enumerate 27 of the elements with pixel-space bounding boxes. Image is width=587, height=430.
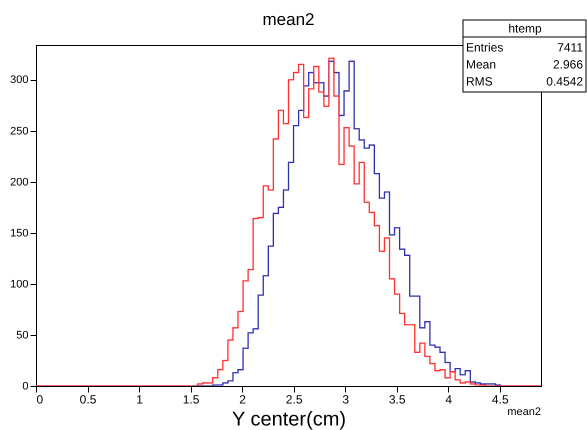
x-tick-label: 3 <box>342 392 350 406</box>
y-tick-label: 250 <box>10 125 28 138</box>
annotation: Entries <box>466 40 504 54</box>
y-tick-label: 0 <box>22 380 28 392</box>
text: mean2 <box>507 406 541 418</box>
y-tick-label: 100 <box>10 278 28 290</box>
x-tick-label: 2.5 <box>286 392 303 406</box>
y-tick-label: 300 <box>10 74 28 86</box>
x-tick-label: 0.5 <box>80 392 97 406</box>
y-tick-label: 50 <box>16 329 28 342</box>
text: htemp <box>508 22 542 36</box>
text: 7411 <box>557 40 584 54</box>
x-tick-label: 4 <box>445 392 452 406</box>
x-tick-label: 2 <box>239 392 246 406</box>
x-tick-label: 0 <box>36 392 44 406</box>
x-tick-label: 1 <box>136 392 144 406</box>
chart-title: mean2 <box>262 10 314 29</box>
x-axis-title: Y center(cm) <box>232 408 346 430</box>
annotation: Mean <box>466 58 496 72</box>
x-tick-label: 1.5 <box>182 392 200 406</box>
annotation: RMS <box>466 74 493 88</box>
y-tick-label: 200 <box>10 176 28 188</box>
x-tick-label: 4.5 <box>492 392 509 406</box>
y-tick-label: 150 <box>10 227 28 240</box>
text: 0.4542 <box>546 74 584 88</box>
x-tick-label: 3.5 <box>388 392 406 406</box>
text: 2.966 <box>552 58 584 72</box>
